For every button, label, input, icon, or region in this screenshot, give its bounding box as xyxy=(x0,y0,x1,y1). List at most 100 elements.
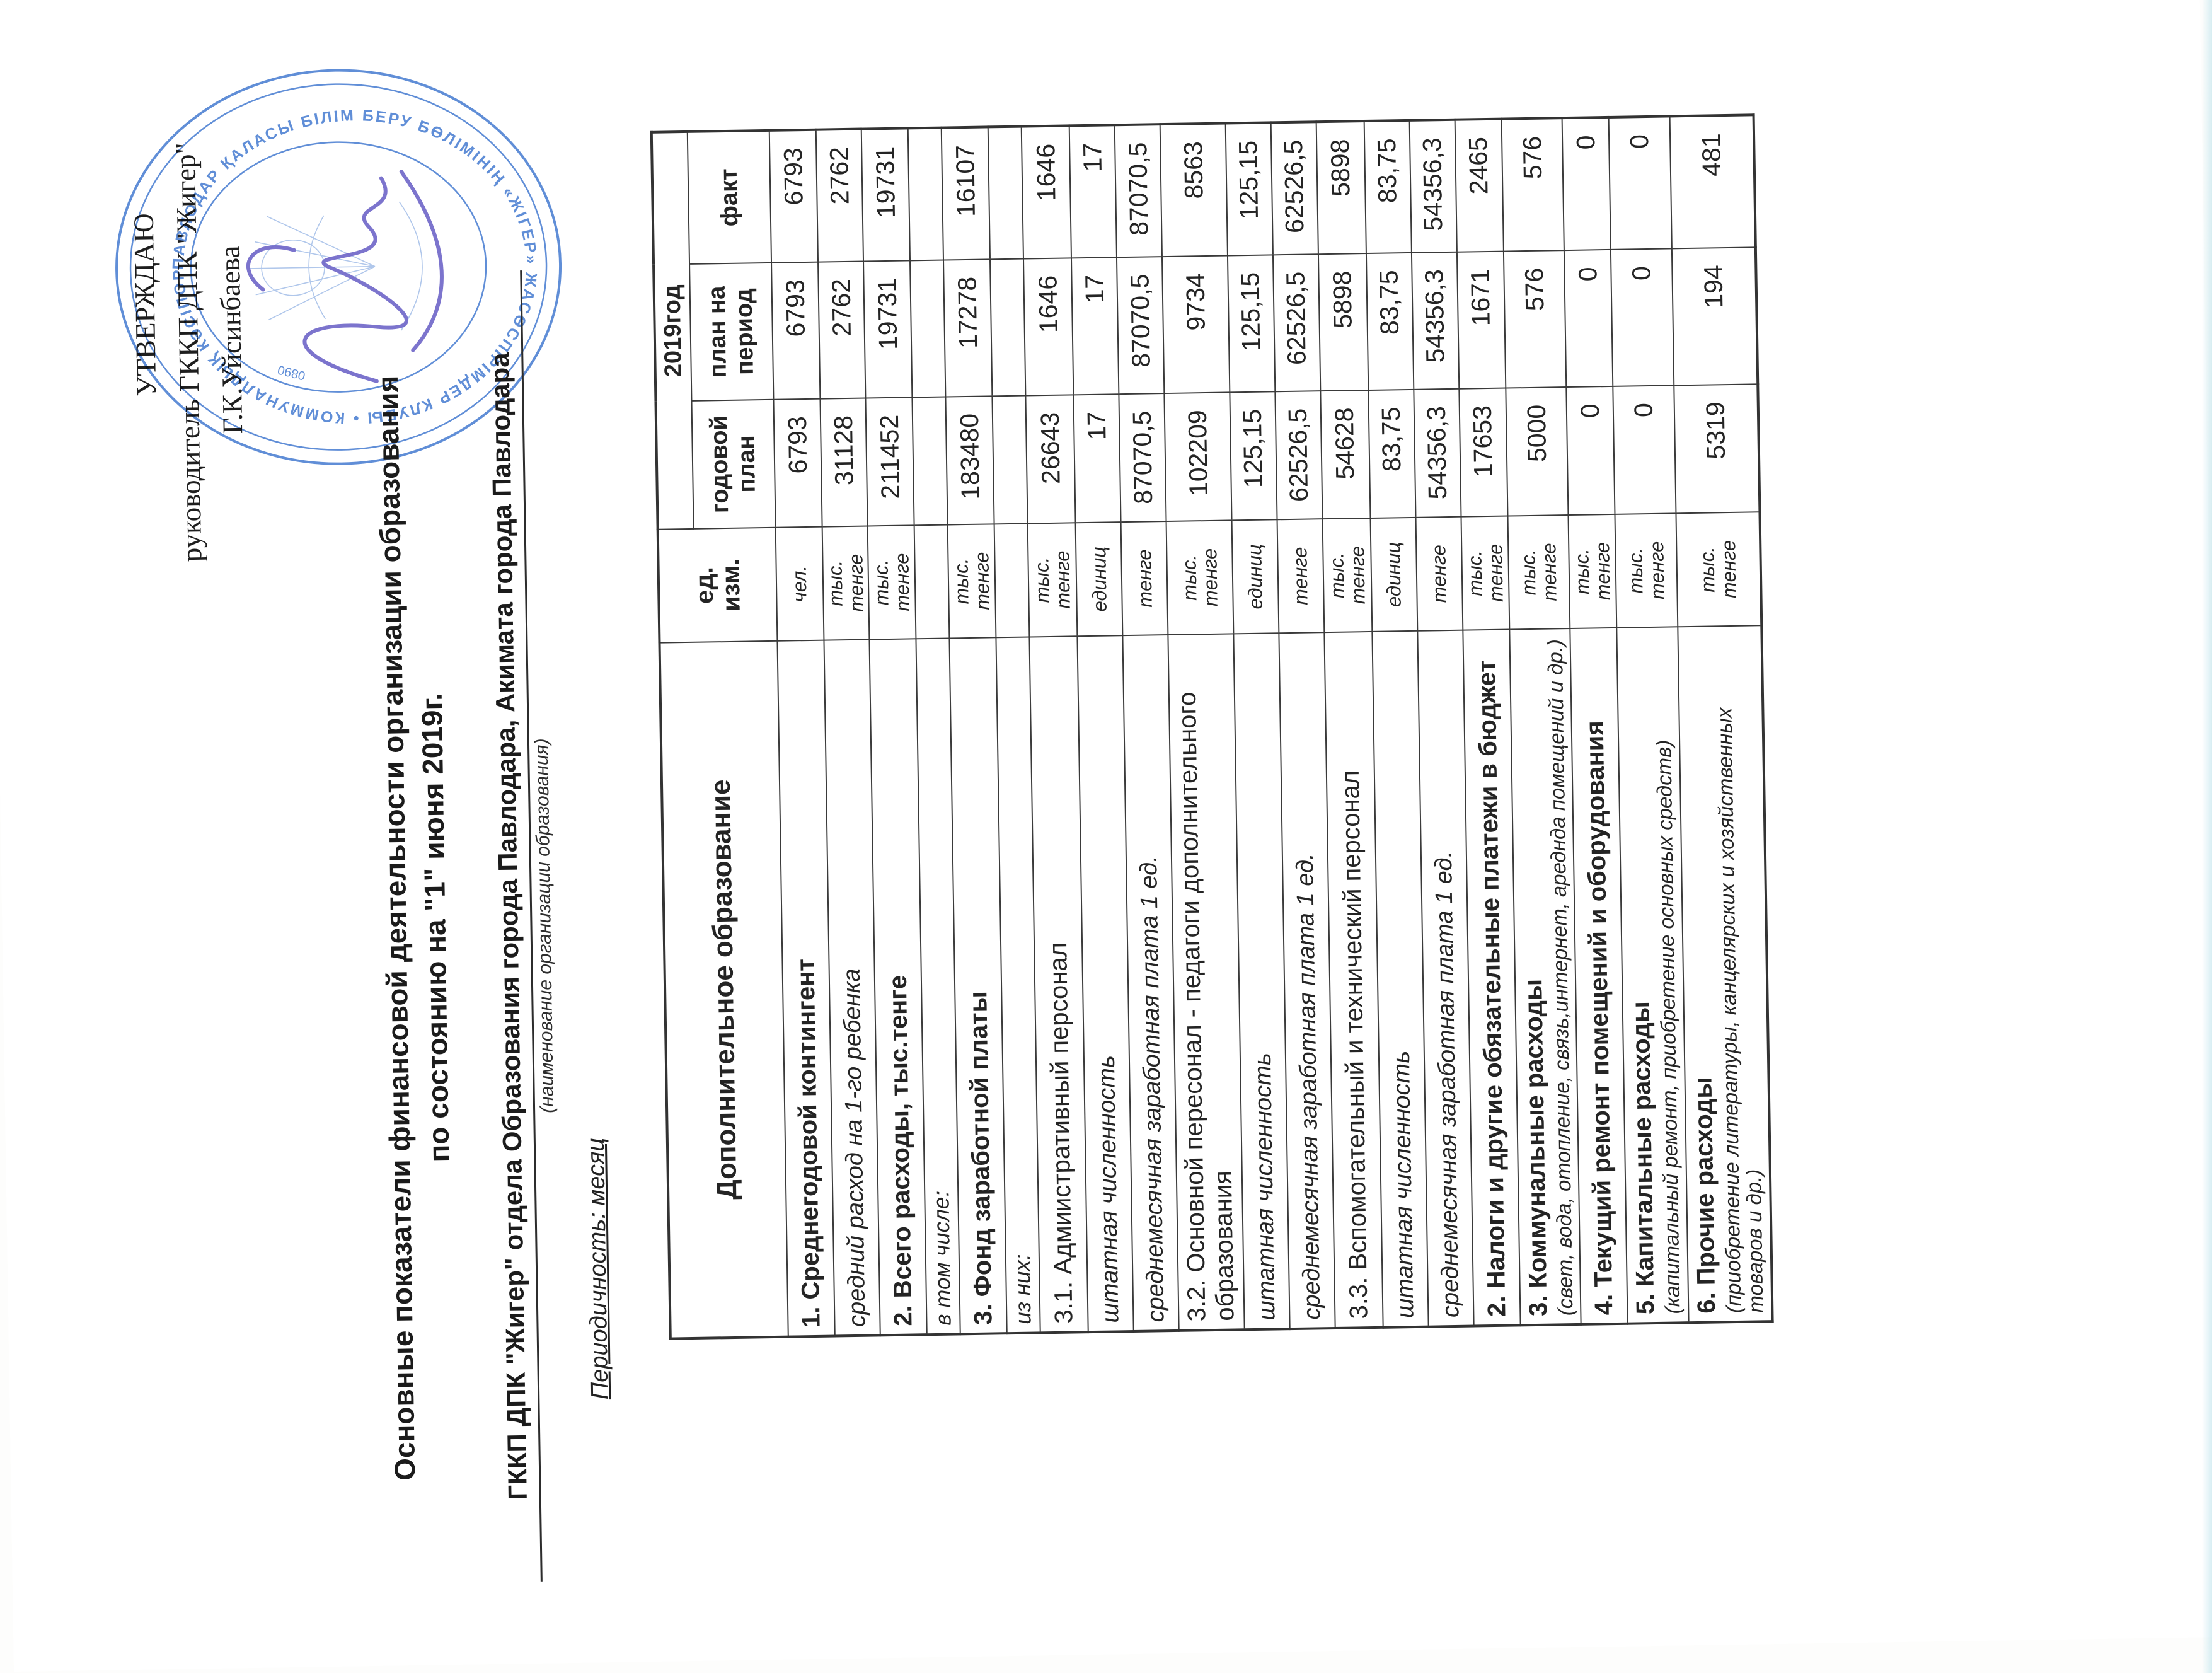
annual-plan-cell: 31128 xyxy=(820,398,868,527)
row-label: 2. Налоги и другие обязательные платежи … xyxy=(1472,659,1511,1317)
period-plan-cell: 5898 xyxy=(1318,253,1369,391)
annual-plan-cell: 17 xyxy=(1073,394,1121,523)
fact-cell: 0 xyxy=(1562,117,1611,251)
row-label-note: (приобретение литературы, канцелярских и… xyxy=(1712,707,1768,1314)
fact-cell: 481 xyxy=(1669,115,1756,249)
annual-plan-cell: 125,15 xyxy=(1230,391,1277,521)
period-plan-cell: 2762 xyxy=(818,261,866,399)
annual-plan-cell: 6793 xyxy=(773,398,822,528)
annual-plan-cell: 54356,3 xyxy=(1414,388,1461,518)
row-unit-cell: тыс. тенге xyxy=(1027,523,1078,637)
period-plan-cell: 17278 xyxy=(943,259,993,397)
org-stamp: ПАВЛОДАР ҚАЛАСЫ БІЛІМ БЕРУ БӨЛІМІНІҢ «ЖІ… xyxy=(101,69,562,480)
fact-cell: 54356,3 xyxy=(1409,119,1457,253)
fact-cell: 6793 xyxy=(769,129,819,263)
fact-cell: 17 xyxy=(1069,125,1117,258)
period-plan-cell: 9734 xyxy=(1162,255,1230,394)
row-unit-cell: тыс. тенге xyxy=(867,525,916,640)
row-unit-cell xyxy=(994,523,1030,638)
column-header-fact: факт xyxy=(687,130,772,264)
column-header-unit: ед. изм. xyxy=(657,527,778,643)
fact-cell: 2465 xyxy=(1455,119,1504,252)
row-unit-cell: тыс. тенге xyxy=(1507,515,1570,630)
row-label: штатная численность xyxy=(1388,1050,1419,1319)
period-plan-cell xyxy=(990,258,1026,397)
row-unit-cell: единиц xyxy=(1075,522,1123,637)
period-plan-cell: 62526,5 xyxy=(1272,254,1321,392)
annual-plan-cell: 17653 xyxy=(1459,388,1508,517)
annual-plan-cell: 87070,5 xyxy=(1119,393,1166,523)
row-label: 3.2. Основной пересонал - педагоги допол… xyxy=(1173,692,1240,1322)
table-body: 1. Среднегодовой контингент чел. 6793 6793 6… xyxy=(769,115,1773,1337)
annual-plan-cell: 5000 xyxy=(1506,387,1569,516)
column-header-indicator: Дополнительное образование xyxy=(659,640,788,1339)
scanner-edge-artifact xyxy=(2202,0,2212,1673)
period-plan-cell: 0 xyxy=(1611,248,1674,386)
column-header-year: 2019год xyxy=(651,131,694,530)
period-plan-cell: 194 xyxy=(1671,247,1758,386)
annual-plan-cell: 62526,5 xyxy=(1275,391,1323,520)
row-unit-cell: тенге xyxy=(1415,516,1463,631)
row-unit-cell: чел. xyxy=(775,526,824,641)
stamp-middle-ring xyxy=(129,83,548,451)
stamp-inner-ring xyxy=(190,141,487,393)
financial-indicators-table: Дополнительное образование ед. изм. 2019… xyxy=(650,113,1774,1340)
period-plan-cell xyxy=(910,260,946,398)
row-label: 4. Текущий ремонт помещений и оборудован… xyxy=(1581,721,1618,1316)
row-unit-cell: тыс. тенге xyxy=(1676,512,1762,627)
row-unit-cell: тыс. тенге xyxy=(1461,516,1510,630)
row-label: в том числе: xyxy=(929,1190,956,1326)
fact-cell: 87070,5 xyxy=(1115,124,1163,258)
fact-cell: 19731 xyxy=(861,128,911,262)
stamp-outer-ring xyxy=(115,69,562,465)
row-label: 2. Всего расходы, тыс.тенге xyxy=(884,975,918,1327)
period-plan-cell: 19731 xyxy=(863,260,913,398)
row-unit-cell: тыс. тенге xyxy=(1568,514,1617,629)
row-unit-cell xyxy=(914,524,950,639)
stamp-serial: 0890 xyxy=(276,362,307,383)
row-unit-cell: тыс. тенге xyxy=(822,526,870,640)
row-unit-cell: тенге xyxy=(1277,519,1325,634)
stamp-ring-text: ПАВЛОДАР ҚАЛАСЫ БІЛІМ БЕРУ БӨЛІМІНІҢ «ЖІ… xyxy=(101,104,544,480)
periodicity-note: Периодичность: месяц xyxy=(582,1137,614,1400)
row-unit-cell: тенге xyxy=(1120,521,1168,636)
fact-cell: 576 xyxy=(1501,118,1565,252)
row-label: 6. Прочие расходы xyxy=(1689,1077,1721,1314)
row-unit-cell: тыс. тенге xyxy=(1615,513,1678,628)
period-plan-cell: 87070,5 xyxy=(1117,257,1165,395)
row-label: из них: xyxy=(1010,1254,1036,1325)
annual-plan-cell xyxy=(992,395,1028,524)
annual-plan-cell: 54628 xyxy=(1320,390,1371,519)
column-header-period-plan: план на период xyxy=(689,262,774,401)
fact-cell: 0 xyxy=(1608,116,1672,250)
row-label: среднемесячная заработная плата 1 ед. xyxy=(1291,853,1326,1320)
annual-plan-cell: 102209 xyxy=(1164,392,1232,522)
row-label: 3.1. Адмиистративный персонал xyxy=(1044,942,1078,1324)
annual-plan-cell: 0 xyxy=(1613,385,1676,514)
period-plan-cell: 0 xyxy=(1564,249,1613,388)
row-unit-cell: тыс. тенге xyxy=(947,524,996,639)
fact-cell: 62526,5 xyxy=(1270,122,1318,255)
annual-plan-cell: 211452 xyxy=(865,397,914,526)
stamp-emblem xyxy=(249,201,423,331)
fact-cell: 125,15 xyxy=(1225,122,1273,256)
fact-cell: 2762 xyxy=(815,129,864,262)
fact-cell: 5898 xyxy=(1316,121,1366,255)
period-plan-cell: 6793 xyxy=(771,262,821,400)
period-plan-cell: 1646 xyxy=(1023,258,1074,396)
period-plan-cell: 576 xyxy=(1503,250,1567,388)
row-unit-cell: тыс. тенге xyxy=(1322,518,1373,633)
signature xyxy=(246,170,444,383)
fact-cell: 1646 xyxy=(1022,125,1072,259)
row-unit-cell: тыс. тенге xyxy=(1166,520,1234,635)
annual-plan-cell: 183480 xyxy=(945,396,994,525)
row-label-cell: 6. Прочие расходы (приобретение литератур… xyxy=(1678,625,1773,1323)
row-label: штатная численность xyxy=(1093,1055,1124,1323)
row-label: штатная численность xyxy=(1249,1053,1281,1321)
fact-cell: 8563 xyxy=(1160,123,1228,257)
row-label: средний расход на 1-го ребенка xyxy=(838,968,871,1328)
period-plan-cell: 17 xyxy=(1071,257,1119,395)
row-label: среднемесячная заработная плата 1 ед. xyxy=(1135,855,1170,1323)
